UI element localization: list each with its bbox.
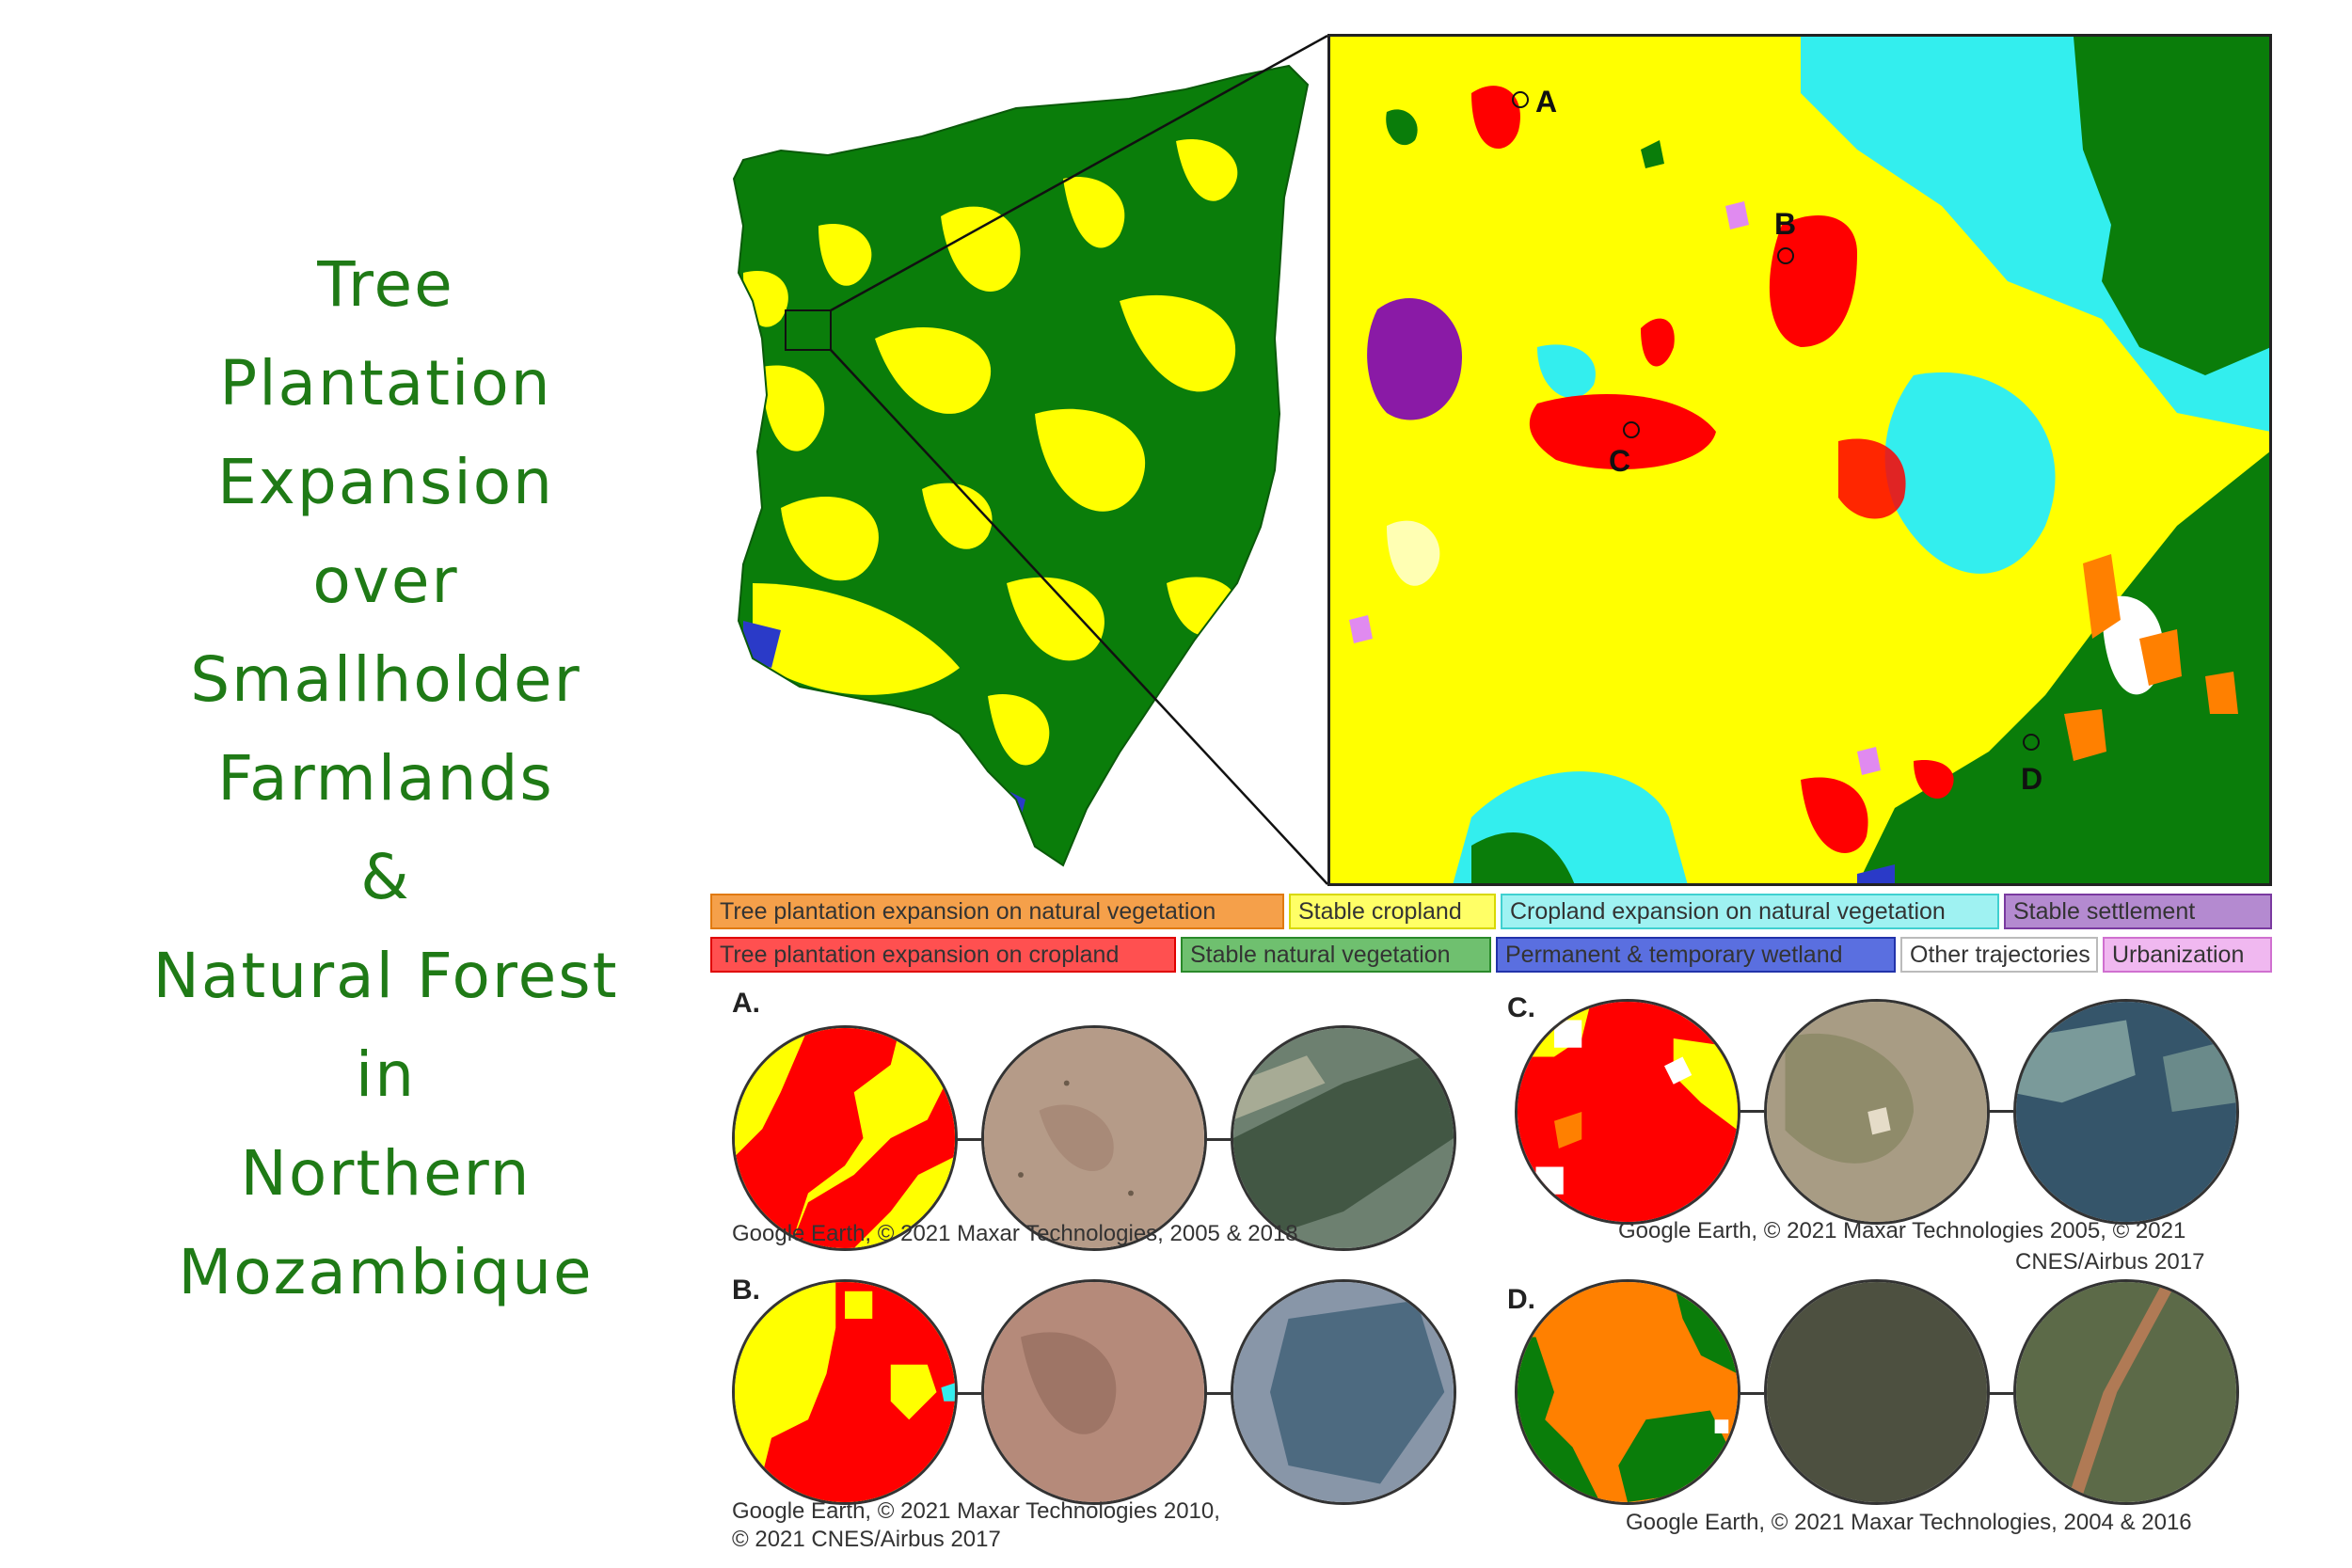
title-line: Farmlands bbox=[217, 742, 554, 815]
panel-label-a: A. bbox=[732, 988, 760, 1019]
panel-b-classification-circle bbox=[732, 1279, 958, 1505]
panel-d-credit: Google Earth, © 2021 Maxar Technologies,… bbox=[1626, 1510, 2192, 1535]
zoomed-land-cover-map: A B C D bbox=[1327, 34, 2272, 886]
panel-label-b: B. bbox=[732, 1275, 760, 1306]
title-line: in bbox=[355, 1038, 417, 1111]
panel-c-credit-line1: Google Earth, © 2021 Maxar Technologies … bbox=[1618, 1218, 2186, 1243]
panel-d-classification-circle bbox=[1515, 1279, 1740, 1505]
panel-a-connector bbox=[955, 1138, 981, 1141]
legend-item: Cropland expansion on natural vegetation bbox=[1501, 894, 1999, 929]
panel-c-classification-circle bbox=[1515, 999, 1740, 1225]
zoomed-map-graphic: A B C D bbox=[1330, 37, 2269, 883]
panel-a-satellite-2018 bbox=[1231, 1025, 1456, 1251]
title-line: Plantation bbox=[219, 347, 552, 420]
title-line: Expansion bbox=[217, 446, 554, 518]
panel-a-satellite-2005 bbox=[981, 1025, 1207, 1251]
title-line: Tree bbox=[317, 248, 454, 321]
panel-c-connector bbox=[1738, 1110, 1764, 1113]
panel-c-credit-line2: CNES/Airbus 2017 bbox=[2015, 1249, 2205, 1275]
panel-b-satellite-2017 bbox=[1231, 1279, 1456, 1505]
panel-b-connector bbox=[955, 1392, 981, 1395]
panel-b-credit-line2: © 2021 CNES/Airbus 2017 bbox=[732, 1527, 1001, 1552]
panel-d-connector bbox=[1738, 1392, 1764, 1395]
title-line: Northern bbox=[240, 1137, 532, 1210]
point-label-d: D bbox=[2021, 762, 2042, 796]
panel-a-classification-circle bbox=[732, 1025, 958, 1251]
panel-c-connector bbox=[1987, 1110, 2013, 1113]
panel-label-d: D. bbox=[1507, 1284, 1535, 1315]
legend-item: Stable natural vegetation bbox=[1181, 937, 1491, 973]
panel-b-connector bbox=[1204, 1392, 1231, 1395]
title-line: Mozambique bbox=[178, 1236, 594, 1308]
point-label-b: B bbox=[1774, 207, 1796, 241]
legend-item: Permanent & temporary wetland bbox=[1496, 937, 1896, 973]
panel-d-satellite-2016 bbox=[2013, 1279, 2239, 1505]
legend-item: Other trajectories bbox=[1900, 937, 2098, 973]
title-line: over bbox=[312, 545, 459, 617]
panel-b-credit-line1: Google Earth, © 2021 Maxar Technologies … bbox=[732, 1498, 1220, 1524]
title-line: Smallholder bbox=[190, 643, 581, 716]
panel-c-satellite-2005 bbox=[1764, 999, 1990, 1225]
panel-c-satellite-2017 bbox=[2013, 999, 2239, 1225]
map-legend: Tree plantation expansion on natural veg… bbox=[710, 894, 2272, 978]
legend-item: Urbanization bbox=[2103, 937, 2272, 973]
province-land-cover bbox=[734, 66, 1308, 865]
point-label-a: A bbox=[1535, 85, 1557, 119]
panel-a-credit: Google Earth, © 2021 Maxar Technologies,… bbox=[732, 1221, 1298, 1246]
panel-d-connector bbox=[1987, 1392, 2013, 1395]
panel-d-satellite-2004 bbox=[1764, 1279, 1990, 1505]
title-line: Natural Forest bbox=[152, 940, 619, 1012]
province-overview-map bbox=[732, 64, 1310, 867]
panel-label-c: C. bbox=[1507, 992, 1535, 1023]
panel-a-connector bbox=[1204, 1138, 1231, 1141]
legend-item: Tree plantation expansion on cropland bbox=[710, 937, 1176, 973]
point-label-c: C bbox=[1609, 444, 1630, 478]
panel-b-satellite-2010 bbox=[981, 1279, 1207, 1505]
legend-item: Stable settlement bbox=[2004, 894, 2272, 929]
title-line: & bbox=[360, 841, 411, 913]
legend-item: Stable cropland bbox=[1289, 894, 1496, 929]
legend-item: Tree plantation expansion on natural veg… bbox=[710, 894, 1284, 929]
figure-title: Tree Plantation Expansion over Smallhold… bbox=[38, 235, 734, 1322]
zoom-extent-box bbox=[785, 309, 832, 351]
